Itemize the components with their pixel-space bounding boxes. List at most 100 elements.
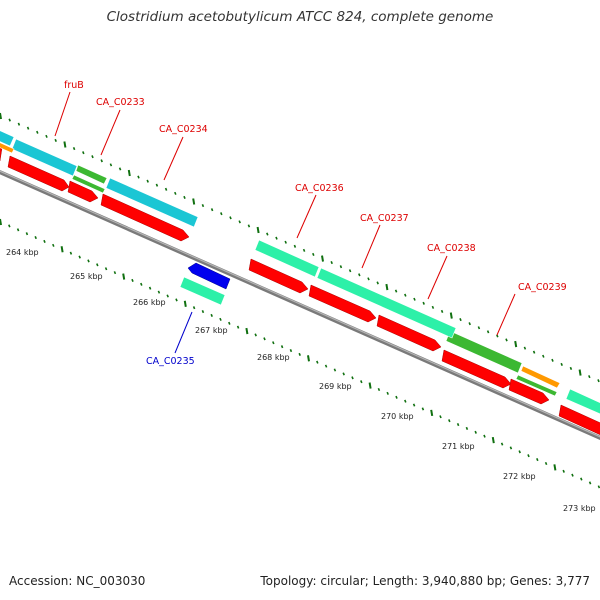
track-dot [72,147,76,151]
cds-feature[interactable] [7,155,70,192]
gene-label[interactable]: CA_C0238 [427,243,476,254]
track-dot [394,289,398,293]
track-dot [377,387,381,392]
track-dot [459,318,462,322]
track-dot [302,248,306,252]
track-dot [8,224,11,228]
track-dot [474,430,477,434]
cog-feature[interactable] [0,128,15,147]
scale-tick [256,226,260,234]
scale-tick [553,464,557,471]
cog-feature[interactable] [254,239,320,278]
cog-feature[interactable] [11,138,78,177]
cog-feature[interactable] [75,164,108,185]
track-dot [284,240,287,244]
track-dot [551,358,554,362]
track-dot [597,379,600,383]
track-dot [118,167,122,171]
track-dot [8,118,11,122]
track-dot [483,434,486,438]
cds-feature[interactable] [248,258,309,294]
cds-feature[interactable] [558,404,600,437]
track-dot [228,321,231,325]
track-dot [404,399,407,403]
track-dot [312,252,315,256]
scale-tick [430,409,434,417]
track-dot [82,151,85,155]
track-dot [69,251,73,255]
gc-track [0,112,600,383]
track-dot [113,271,117,275]
cds-feature[interactable] [0,146,3,162]
track-dot [367,277,370,281]
track-dot [339,265,343,269]
track-dot [351,376,354,380]
track-dot [229,216,232,220]
scale-tick [245,327,249,335]
cds-feature[interactable] [508,378,550,405]
scale-tick [449,312,453,319]
gene-label[interactable]: CA_C0234 [159,124,208,135]
track-dot [254,333,257,337]
genome-backbone [0,170,600,440]
rna-feature[interactable] [187,262,231,290]
cog-feature[interactable] [445,330,523,374]
track-dot [16,228,20,232]
track-dot [43,239,46,244]
gene-label[interactable]: CA_C0235 [146,356,195,367]
gene-label[interactable]: CA_C0233 [96,97,145,108]
track-dot [17,122,21,126]
track-dot [210,208,214,212]
track-dot [131,278,134,282]
cds-feature[interactable] [376,314,442,352]
track-dot [26,126,30,130]
track-dot [34,236,37,240]
track-dot [523,346,527,350]
track-dot [456,422,460,427]
genome-summary-text: Topology: circular; Length: 3,940,880 bp… [260,574,590,588]
rna-track [187,262,231,290]
track-dot [404,293,407,297]
scale-label: 266 kbp [133,298,166,307]
scale-tick [321,255,324,262]
cog-feature[interactable] [520,365,561,389]
scale-tick [307,355,310,362]
track-dot [358,273,361,277]
track-dot [137,175,140,179]
track-dot [412,403,416,407]
track-dot [597,485,600,489]
track-dot [78,255,81,259]
track-dot [386,391,389,395]
scale-label: 273 kbp [563,504,596,513]
cds-feature[interactable] [441,349,512,389]
track-dot [272,341,275,345]
scale-tick [192,198,196,205]
track-dot [500,442,504,446]
track-dot [36,130,39,134]
cog-feature[interactable] [565,388,600,416]
cog-feature[interactable] [316,267,457,339]
gene-label[interactable]: fruB [64,80,84,91]
cds-feature[interactable] [100,193,190,242]
track-dot [440,309,444,314]
gene-label[interactable]: CA_C0239 [518,282,567,293]
cog-feature[interactable] [515,374,558,397]
cog-feature[interactable] [71,174,106,194]
track-dot [263,337,266,341]
cds-feature[interactable] [67,180,99,203]
cds-feature[interactable] [308,284,377,323]
track-dot [91,155,94,159]
cog-feature[interactable] [179,276,226,306]
gene-label-leaders [54,91,516,354]
track-dot [532,350,536,354]
map-title: Clostridium acetobutylicum ATCC 824, com… [106,9,494,25]
track-dot [164,187,168,191]
track-dot [465,426,469,430]
cog-feature[interactable] [0,140,15,154]
gene-label[interactable]: CA_C0236 [295,183,344,194]
scale-label: 268 kbp [257,353,290,362]
gene-label[interactable]: CA_C0237 [360,213,409,224]
track-dot [316,360,319,364]
cog-feature[interactable] [105,177,199,228]
track-dot [100,159,103,163]
